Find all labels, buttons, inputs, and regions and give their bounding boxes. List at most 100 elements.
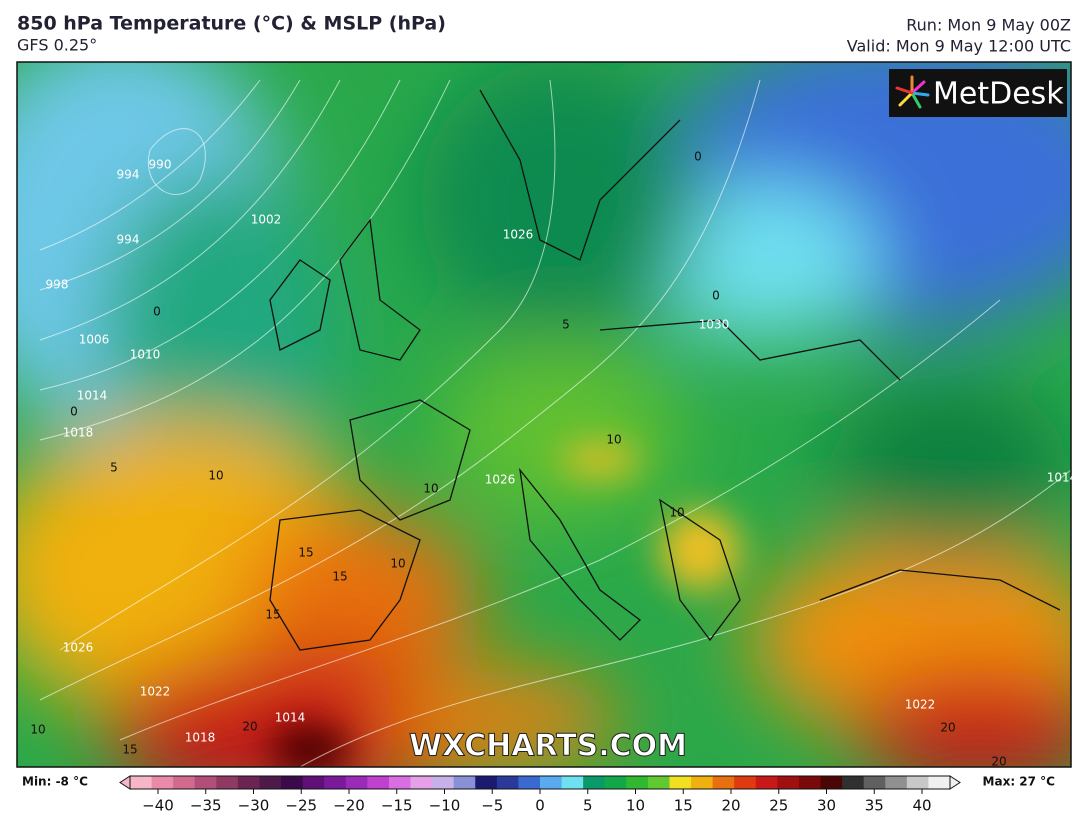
- map-labels: 9949909949981002100610101014101810261026…: [30, 150, 1077, 769]
- colorbar-segment: [777, 776, 800, 789]
- colorbar-segment: [604, 776, 627, 789]
- colorbar-segment: [842, 776, 865, 789]
- colorbar-tick-label: −5: [481, 797, 503, 815]
- min-label: Min: -8 °C: [22, 775, 88, 789]
- colorbar-tick-label: 40: [912, 797, 931, 815]
- colorbar-tick-label: 5: [583, 797, 593, 815]
- contour-label: 994: [117, 168, 140, 182]
- contour-label: 10: [423, 482, 438, 496]
- colorbar-segment: [885, 776, 908, 789]
- colorbar-tick-label: −40: [142, 797, 174, 815]
- colorbar-tick-label: −35: [190, 797, 222, 815]
- contour-label: 1026: [485, 473, 516, 487]
- contour-label: 994: [117, 233, 140, 247]
- colorbar-segment: [906, 776, 929, 789]
- contour-label: 1022: [140, 685, 171, 699]
- contour-label: 10: [390, 557, 405, 571]
- contour-label: 1026: [503, 228, 534, 242]
- contour-label: 0: [712, 289, 720, 303]
- colorbar-segment: [324, 776, 347, 789]
- colorbar-segment: [928, 776, 951, 789]
- colorbar-segment: [237, 776, 260, 789]
- colorbar-segment: [626, 776, 649, 789]
- contour-label: 1022: [905, 698, 936, 712]
- contour-label: 15: [332, 570, 347, 584]
- colorbar-segment: [432, 776, 455, 789]
- contour-label: 1014: [77, 389, 108, 403]
- contour-label: 1018: [63, 426, 94, 440]
- colorbar-tick-label: −25: [285, 797, 317, 815]
- colorbar-segment: [583, 776, 606, 789]
- colorbar-tick-label: −20: [333, 797, 365, 815]
- contour-label: 15: [298, 546, 313, 560]
- colorbar-tick-label: 15: [674, 797, 693, 815]
- colorbar-segment: [151, 776, 174, 789]
- colorbar-segment: [194, 776, 217, 789]
- contour-label: 1006: [79, 333, 110, 347]
- contour-label: 1026: [63, 641, 94, 655]
- colorbar: −40 −35 −30 −25 −20 −15 −10 −5 0 5 10 15 20 25 30 35 40: [119, 775, 961, 815]
- colorbar-tick-label: −10: [429, 797, 461, 815]
- contour-label: 1018: [185, 731, 216, 745]
- colorbar-segment: [647, 776, 670, 789]
- contour-label: 1010: [130, 348, 161, 362]
- contour-label: 1030: [699, 318, 730, 332]
- colorbar-segment: [388, 776, 412, 789]
- colorbar-segment: [496, 776, 519, 789]
- contour-label: 20: [940, 721, 955, 735]
- colorbar-segment: [755, 776, 778, 789]
- colorbar-tick-label: 25: [769, 797, 788, 815]
- colorbar-segment: [561, 776, 584, 789]
- colorbar-tick-label: −30: [238, 797, 270, 815]
- contour-label: 10: [606, 433, 621, 447]
- contour-label: 0: [70, 405, 78, 419]
- logo: MetDesk: [889, 69, 1067, 117]
- colorbar-segment: [281, 776, 304, 789]
- colorbar-segment: [540, 776, 563, 789]
- contour-label: 1002: [251, 213, 282, 227]
- contour-label: 990: [149, 158, 172, 172]
- colorbar-segment: [216, 776, 239, 789]
- colorbar-segment: [669, 776, 692, 789]
- colorbar-segment: [259, 776, 282, 789]
- contour-label: 10: [669, 506, 684, 520]
- contour-label: 20: [991, 755, 1006, 769]
- watermark: WXCHARTS.COM: [409, 729, 687, 764]
- colorbar-tick-label: −15: [381, 797, 413, 815]
- colorbar-segment: [734, 776, 757, 789]
- logo-text: MetDesk: [933, 77, 1064, 112]
- contour-label: 5: [562, 318, 570, 332]
- map-frame: [16, 61, 1072, 768]
- contour-label: 20: [242, 720, 257, 734]
- contour-label: 0: [153, 305, 161, 319]
- colorbar-segment: [367, 776, 390, 789]
- contour-label: 15: [122, 743, 137, 757]
- colorbar-tick-label: 10: [626, 797, 645, 815]
- contour-label: 10: [208, 469, 223, 483]
- colorbar-segment: [173, 776, 196, 789]
- colorbar-segment: [410, 776, 433, 789]
- contour-label: 1014: [1047, 471, 1078, 485]
- colorbar-segment: [820, 776, 843, 789]
- contour-label: 0: [694, 150, 702, 164]
- max-label: Max: 27 °C: [983, 775, 1056, 789]
- contour-label: 1014: [275, 711, 306, 725]
- map: [17, 62, 1071, 767]
- title: 850 hPa Temperature (°C) & MSLP (hPa): [17, 13, 446, 35]
- colorbar-tick-label: 20: [721, 797, 740, 815]
- colorbar-segment: [518, 776, 541, 789]
- colorbar-tick-label: 30: [817, 797, 836, 815]
- model: GFS 0.25°: [17, 36, 97, 55]
- colorbar-segment: [475, 776, 498, 789]
- contour-label: 5: [110, 461, 118, 475]
- valid: Valid: Mon 9 May 12:00 UTC: [847, 37, 1071, 56]
- colorbar-arrow: [119, 775, 131, 790]
- colorbar-segment: [712, 776, 735, 789]
- colorbar-tick-label: 35: [865, 797, 884, 815]
- colorbar-segment: [130, 776, 153, 789]
- colorbar-segment: [863, 776, 886, 789]
- colorbar-segment: [453, 776, 476, 789]
- colorbar-segment: [798, 776, 822, 789]
